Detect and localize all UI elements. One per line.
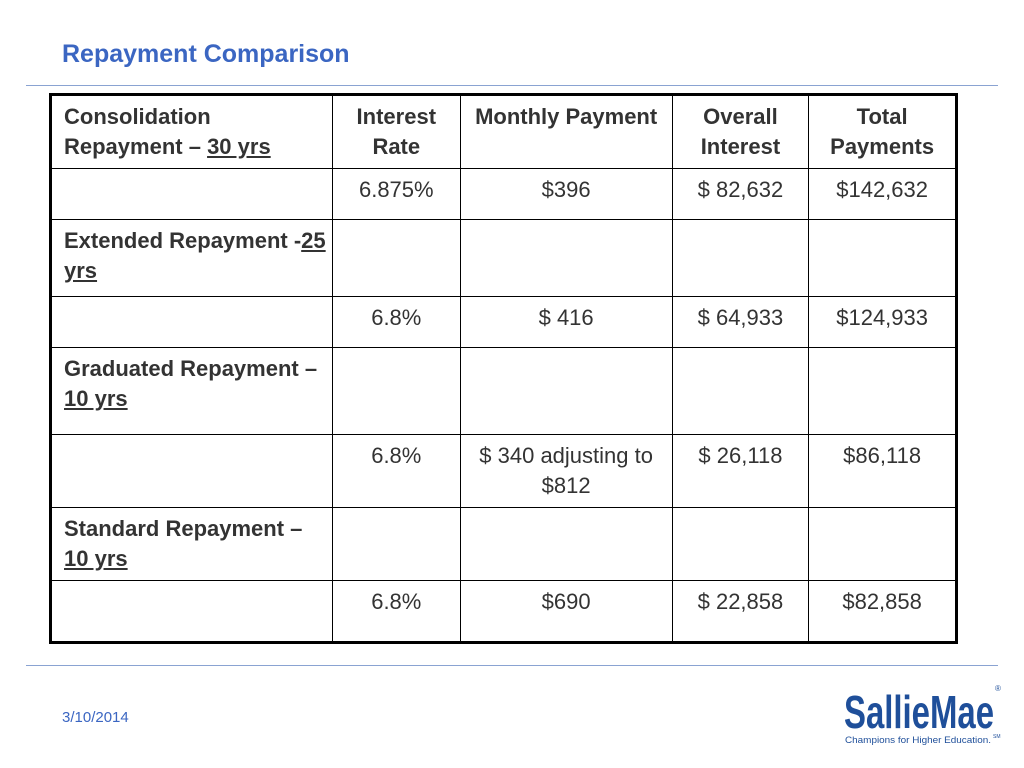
table-row-consolidation-values: 6.875% $396 $ 82,632 $142,632	[50, 168, 957, 220]
header-total-payments: Total Payments	[808, 94, 957, 169]
bottom-divider	[26, 665, 998, 666]
overall-interest-cell: $ 64,933	[671, 296, 810, 348]
plan-label-cell: Extended Repayment -25 yrs	[50, 219, 333, 297]
empty-cell	[459, 347, 673, 435]
empty-cell	[459, 507, 673, 581]
table-row-graduated-label: Graduated Repayment – 10 yrs	[50, 347, 957, 435]
empty-cell	[331, 347, 461, 435]
total-payments-cell: $82,858	[808, 580, 957, 643]
empty-cell	[808, 347, 957, 435]
overall-interest-cell: $ 26,118	[671, 434, 810, 508]
empty-plan-cell	[50, 580, 333, 643]
empty-cell	[671, 219, 810, 297]
logo-tagline: Champions for Higher Education.	[845, 735, 991, 746]
header-overall-interest: Overall Interest	[671, 94, 810, 169]
total-payments-cell: $86,118	[808, 434, 957, 508]
logo-registered-mark: ®	[995, 684, 1001, 693]
top-divider	[26, 85, 998, 86]
header-interest-rate: Interest Rate	[331, 94, 461, 169]
empty-plan-cell	[50, 434, 333, 508]
empty-cell	[459, 219, 673, 297]
table-row-graduated-values: 6.8% $ 340 adjusting to $812 $ 26,118 $8…	[50, 434, 957, 508]
empty-plan-cell	[50, 296, 333, 348]
overall-interest-cell: $ 82,632	[671, 168, 810, 220]
empty-cell	[671, 347, 810, 435]
empty-cell	[671, 507, 810, 581]
slide-date: 3/10/2014	[62, 709, 129, 726]
interest-rate-cell: 6.8%	[331, 434, 461, 508]
header-monthly-payment: Monthly Payment	[459, 94, 673, 169]
empty-plan-cell	[50, 168, 333, 220]
table-header-row: Consolidation Repayment – 30 yrs Interes…	[50, 94, 957, 169]
monthly-payment-cell: $ 416	[459, 296, 673, 348]
header-plan-cell: Consolidation Repayment – 30 yrs	[50, 94, 333, 169]
empty-cell	[331, 507, 461, 581]
repayment-comparison-table: Consolidation Repayment – 30 yrs Interes…	[49, 93, 958, 644]
monthly-payment-cell: $690	[459, 580, 673, 643]
table-row-extended-label: Extended Repayment -25 yrs	[50, 219, 957, 297]
salliemae-logo: SallieMae ® Champions for Higher Educati…	[844, 684, 1001, 746]
table-row-extended-values: 6.8% $ 416 $ 64,933 $124,933	[50, 296, 957, 348]
logo-tagline-mark: SM	[993, 734, 1001, 740]
monthly-payment-cell: $396	[459, 168, 673, 220]
total-payments-cell: $124,933	[808, 296, 957, 348]
plan-label-cell: Graduated Repayment – 10 yrs	[50, 347, 333, 435]
interest-rate-cell: 6.8%	[331, 580, 461, 643]
empty-cell	[808, 219, 957, 297]
interest-rate-cell: 6.875%	[331, 168, 461, 220]
table-row-standard-values: 6.8% $690 $ 22,858 $82,858	[50, 580, 957, 643]
overall-interest-cell: $ 22,858	[671, 580, 810, 643]
logo-wordmark: SallieMae	[844, 686, 994, 738]
monthly-payment-cell: $ 340 adjusting to $812	[459, 434, 673, 508]
table-row-standard-label: Standard Repayment – 10 yrs	[50, 507, 957, 581]
page-title: Repayment Comparison	[62, 40, 350, 68]
plan-label-cell: Standard Repayment – 10 yrs	[50, 507, 333, 581]
empty-cell	[331, 219, 461, 297]
empty-cell	[808, 507, 957, 581]
interest-rate-cell: 6.8%	[331, 296, 461, 348]
total-payments-cell: $142,632	[808, 168, 957, 220]
